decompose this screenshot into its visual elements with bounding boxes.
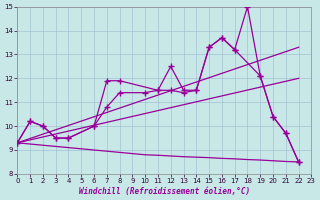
X-axis label: Windchill (Refroidissement éolien,°C): Windchill (Refroidissement éolien,°C) bbox=[79, 187, 250, 196]
